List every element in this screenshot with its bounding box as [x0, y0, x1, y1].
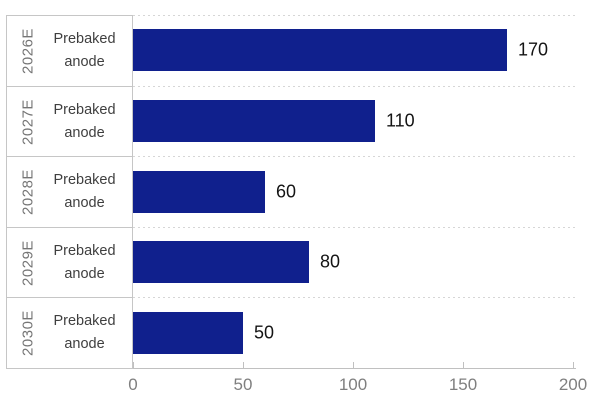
category-name: Prebaked anode	[41, 28, 128, 74]
category-name-line2: anode	[64, 266, 105, 282]
category-year-label: 2030E	[19, 310, 37, 356]
bar	[133, 29, 507, 71]
category-year-label: 2026E	[19, 28, 37, 74]
x-axis-tick-label: 150	[448, 375, 478, 394]
bar	[133, 241, 309, 283]
category-name: Prebaked anode	[41, 240, 128, 286]
bar-value-label: 50	[254, 322, 275, 343]
x-axis-tick-label: 200	[558, 375, 588, 394]
category-name: Prebaked anode	[41, 169, 128, 215]
category-name-line1: Prebaked	[53, 102, 116, 118]
x-axis-tick	[463, 362, 464, 368]
category-box: 2030E Prebaked anode	[6, 297, 133, 369]
x-axis-tick	[243, 362, 244, 368]
category-box: 2026E Prebaked anode	[6, 15, 133, 87]
category-name: Prebaked anode	[41, 310, 128, 356]
category-name-line2: anode	[64, 54, 105, 70]
category-name: Prebaked anode	[41, 99, 128, 145]
category-name-line2: anode	[64, 125, 105, 141]
x-axis-line	[133, 368, 576, 369]
category-name-line1: Prebaked	[53, 313, 116, 329]
category-name-line1: Prebaked	[53, 172, 116, 188]
gridline	[133, 15, 576, 16]
gridline	[133, 297, 576, 298]
x-axis-tick	[573, 362, 574, 368]
category-box: 2028E Prebaked anode	[6, 156, 133, 228]
category-name-line2: anode	[64, 336, 105, 352]
category-year-label: 2028E	[19, 169, 37, 215]
x-axis-tick-label: 0	[128, 375, 138, 394]
bar-value-label: 80	[320, 251, 341, 272]
bar-value-label: 110	[386, 110, 415, 131]
category-box: 2029E Prebaked anode	[6, 227, 133, 299]
category-name-line1: Prebaked	[53, 31, 116, 47]
category-year-label: 2029E	[19, 240, 37, 286]
bar	[133, 171, 265, 213]
category-year-label: 2027E	[19, 99, 37, 145]
x-axis-tick-label: 100	[338, 375, 368, 394]
gridline	[133, 156, 576, 157]
x-axis-tick	[133, 362, 134, 368]
bar-value-label: 170	[518, 39, 549, 60]
category-name-line2: anode	[64, 195, 105, 211]
category-box: 2027E Prebaked anode	[6, 86, 133, 158]
gridline	[133, 86, 576, 87]
bar-value-label: 60	[276, 181, 297, 202]
bar	[133, 312, 243, 354]
category-name-line1: Prebaked	[53, 243, 116, 259]
gridline	[133, 227, 576, 228]
bar	[133, 100, 375, 142]
x-axis-tick-label: 50	[233, 375, 253, 394]
x-axis-tick	[353, 362, 354, 368]
